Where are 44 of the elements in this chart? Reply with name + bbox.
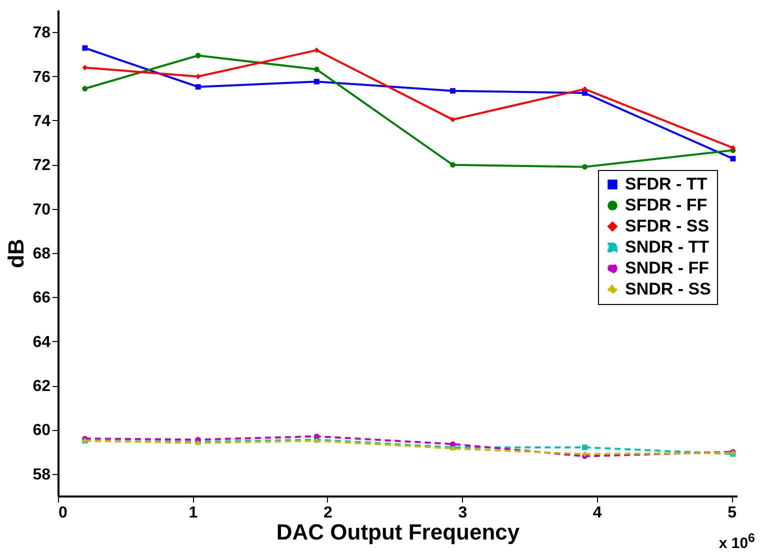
text: x 10$^{6}$ [718, 531, 755, 552]
x-tick-label: 1 [188, 504, 198, 522]
legend-label: SFDR - SS [625, 216, 710, 236]
point [195, 84, 201, 90]
legend-label: SNDR - FF [625, 258, 710, 278]
point [314, 66, 320, 72]
point [730, 156, 736, 162]
point [314, 434, 320, 440]
y-tick-label: 60 [32, 422, 51, 440]
y-tick-label: 64 [32, 334, 51, 351]
x-axis-title: DAC Output Frequency [276, 520, 520, 544]
point [195, 52, 201, 58]
x-tick-label: 2 [323, 504, 332, 522]
legend-label: SFDR - TT [625, 174, 708, 194]
point [82, 45, 88, 51]
point [582, 86, 588, 92]
y-tick-label: 76 [32, 68, 51, 86]
y-tick-label: 62 [32, 378, 51, 396]
point [582, 164, 588, 170]
y-tick-label: 72 [32, 157, 51, 174]
x-tick-label: 0 [58, 504, 68, 522]
point [450, 162, 456, 168]
legend-label: SFDR - FF [625, 196, 708, 214]
point [450, 441, 456, 447]
point [314, 47, 320, 53]
x-tick-label: 3 [458, 504, 468, 522]
y-tick-label: 78 [32, 24, 51, 42]
point [582, 90, 588, 96]
x-tick-label: 5 [728, 504, 737, 522]
x-tick-label: 4 [592, 504, 602, 522]
point [450, 88, 456, 94]
point [450, 116, 456, 122]
point [314, 78, 320, 84]
y-tick-label: 68 [32, 246, 51, 262]
y-tick-label: 58 [32, 466, 51, 484]
y-tick-label: 66 [32, 290, 51, 307]
legend-label: SNDR - SS [625, 280, 711, 298]
point [82, 86, 88, 92]
point [730, 145, 736, 151]
y-tick-label: 74 [32, 112, 51, 130]
legend-label: SNDR - TT [625, 238, 710, 256]
y-tick-label: 70 [32, 201, 51, 218]
point [582, 444, 588, 450]
y-axis-title: dB [4, 238, 29, 268]
